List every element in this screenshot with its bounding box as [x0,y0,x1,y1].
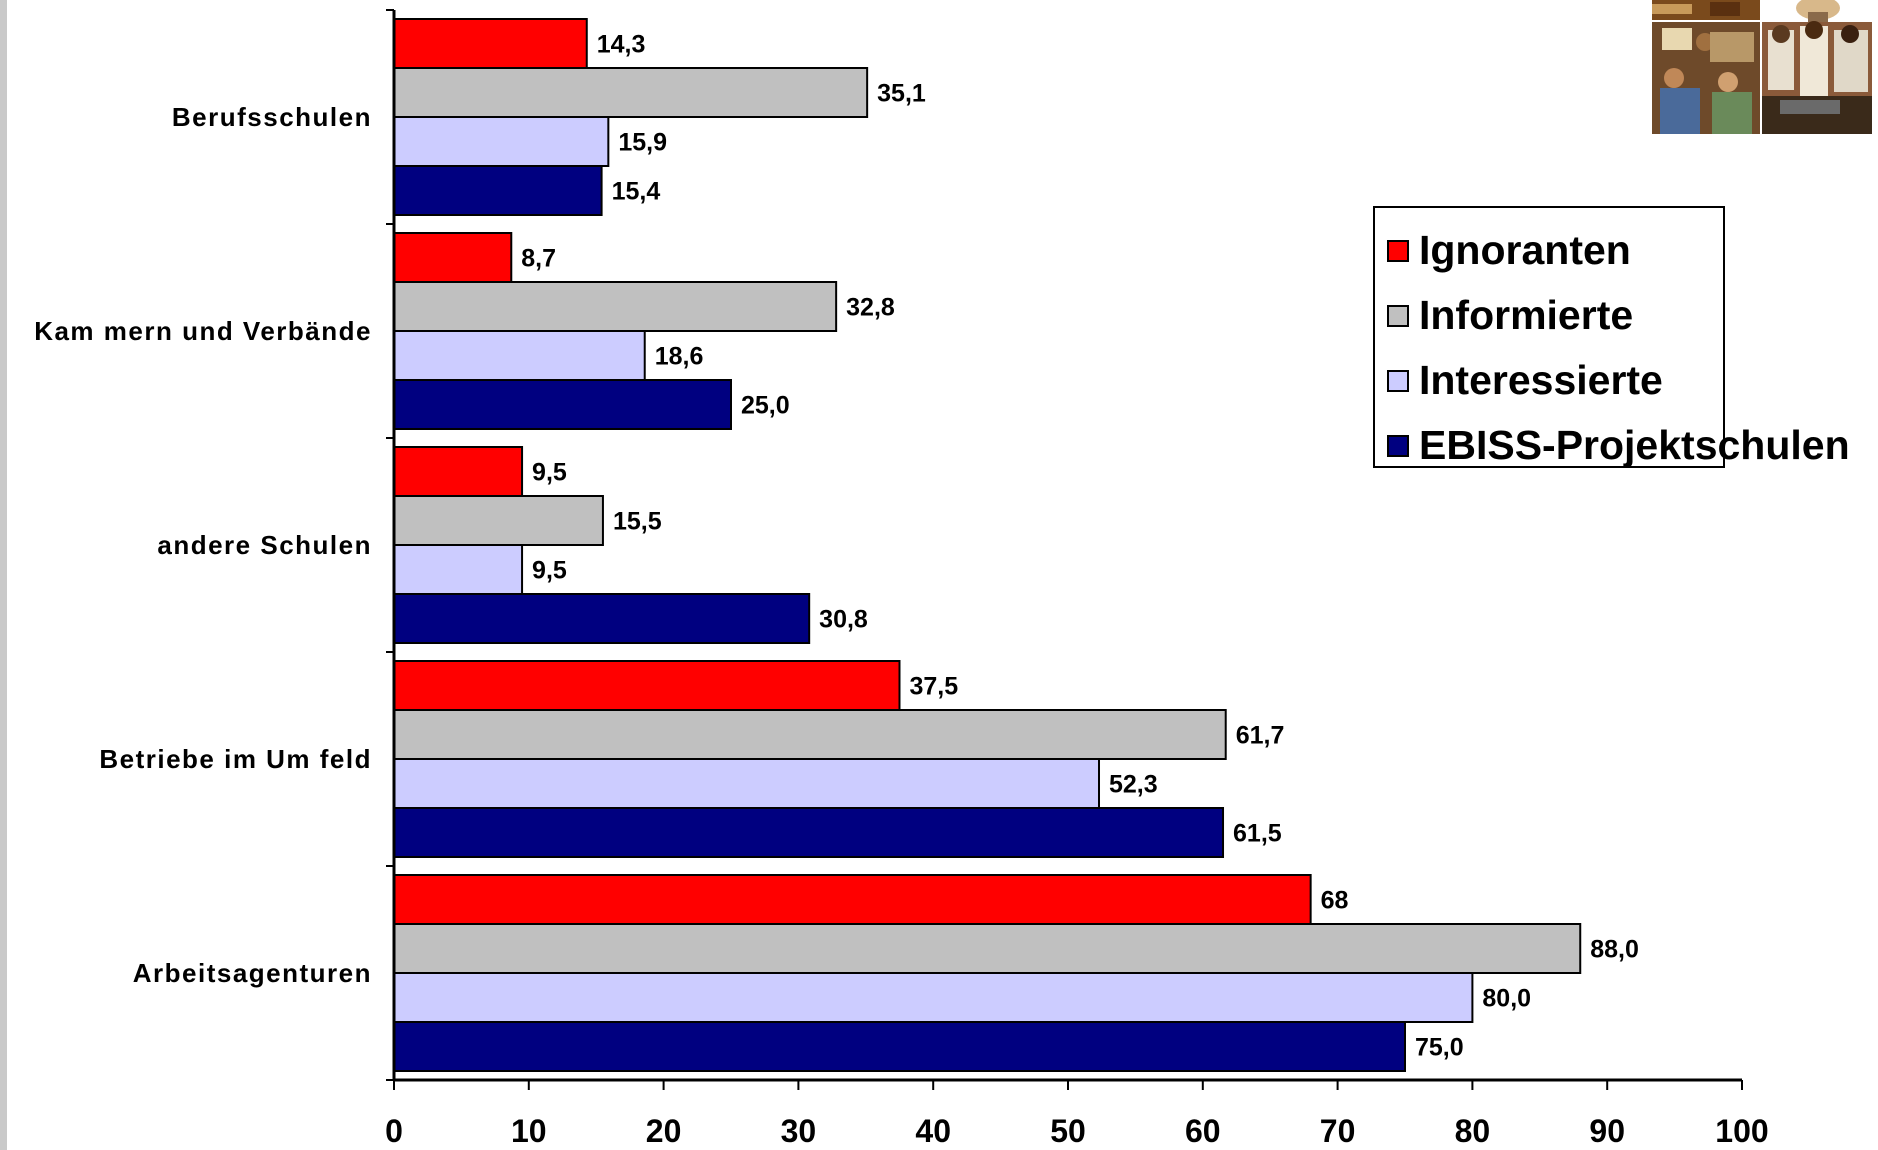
legend-label: Informierte [1419,292,1634,338]
legend-item-ignoranten: Ignoranten [1387,218,1723,283]
bar-informierte-0 [393,67,869,118]
legend-swatch-icon [1387,239,1409,262]
value-label: 15,4 [612,178,661,206]
legend-item-interessierte: Interessierte [1387,348,1723,413]
bar-interessierte-0 [393,116,610,167]
x-tick-label: 50 [1050,1113,1086,1149]
value-label: 9,5 [532,459,567,487]
value-label: 68 [1321,887,1349,915]
legend-item-informierte: Informierte [1387,283,1723,348]
bar-ignoranten-1 [393,232,513,283]
value-label: 25,0 [741,392,790,420]
value-label: 30,8 [819,606,868,634]
bar-interessierte-1 [393,330,646,381]
legend-swatch-icon [1387,369,1409,392]
value-label: 75,0 [1415,1034,1464,1062]
value-label: 61,5 [1233,820,1282,848]
value-label: 37,5 [910,673,959,701]
value-label: 15,9 [618,129,667,157]
bar-ebiss-projektschulen-3 [393,807,1225,858]
bar-interessierte-3 [393,758,1101,809]
value-label: 88,0 [1590,936,1639,964]
legend-item-ebiss: EBISS-Projektschulen [1387,413,1850,478]
bar-ebiss-projektschulen-0 [393,165,603,216]
legend-swatch-icon [1387,304,1409,327]
legend-label: EBISS-Projektschulen [1419,422,1850,468]
category-label: Berufsschulen [172,102,372,132]
bar-ignoranten-2 [393,446,524,497]
bar-interessierte-2 [393,544,524,595]
bar-ebiss-projektschulen-4 [393,1021,1406,1072]
value-label: 15,5 [613,508,662,536]
category-label: Betriebe im Um feld [99,744,372,774]
value-label: 32,8 [846,294,895,322]
x-tick-label: 70 [1320,1113,1356,1149]
value-label: 80,0 [1482,985,1531,1013]
workshop-photo-icon [1650,0,1874,134]
chart-legend: Ignoranten Informierte Interessierte EBI… [1373,206,1850,468]
category-label: Kam mern und Verbände [34,316,372,346]
value-label: 52,3 [1109,771,1158,799]
bar-ebiss-projektschulen-2 [393,593,811,644]
x-tick-label: 80 [1455,1113,1491,1149]
x-tick-label: 0 [385,1113,403,1149]
value-label: 18,6 [655,343,704,371]
x-tick-label: 100 [1715,1113,1768,1149]
category-label: andere Schulen [157,530,372,560]
value-label: 61,7 [1236,722,1285,750]
bar-ignoranten-4 [393,874,1312,925]
legend-swatch-icon [1387,434,1409,457]
value-label: 9,5 [532,557,567,585]
bar-ignoranten-0 [393,18,588,69]
value-label: 14,3 [597,31,646,59]
category-label: Arbeitsagenturen [133,958,372,988]
x-tick-label: 20 [646,1113,682,1149]
left-border-strip [0,0,7,1150]
bar-informierte-3 [393,709,1227,760]
legend-label: Ignoranten [1419,227,1631,273]
value-label: 8,7 [521,245,556,273]
bar-informierte-1 [393,281,838,332]
x-tick-label: 60 [1185,1113,1221,1149]
bar-ignoranten-3 [393,660,901,711]
bar-informierte-2 [393,495,604,546]
x-tick-label: 90 [1589,1113,1625,1149]
legend-label: Interessierte [1419,357,1663,403]
x-tick-label: 10 [511,1113,547,1149]
x-tick-label: 40 [915,1113,951,1149]
x-tick-label: 30 [781,1113,817,1149]
bar-interessierte-4 [393,972,1474,1023]
bar-informierte-4 [393,923,1582,974]
value-label: 35,1 [877,80,926,108]
bar-ebiss-projektschulen-1 [393,379,732,430]
